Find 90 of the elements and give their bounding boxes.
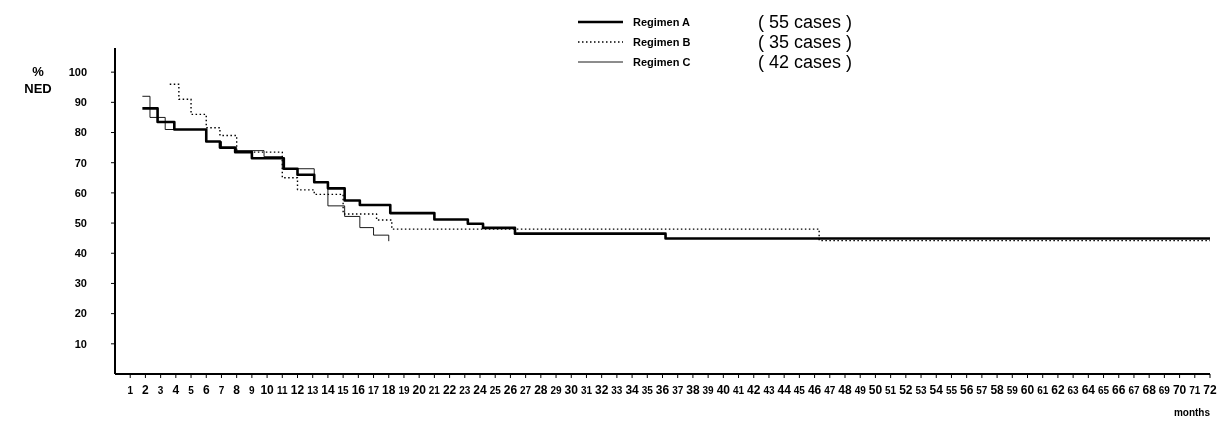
x-tick-label: 29	[550, 384, 563, 396]
x-tick-label: 54	[929, 383, 944, 398]
x-tick-label: 1	[127, 384, 134, 396]
x-tick-label: 65	[1097, 384, 1110, 396]
x-tick-label: 43	[763, 384, 775, 396]
x-tick-label: 26	[503, 383, 518, 398]
x-tick-label: 3	[157, 384, 164, 396]
x-tick-label: 18	[382, 383, 396, 398]
x-tick-label: 64	[1081, 383, 1096, 398]
x-tick-label: 33	[611, 384, 623, 396]
x-tick-label: 11	[277, 384, 289, 396]
y-tick-label: 70	[74, 156, 87, 169]
x-tick-label: 12	[290, 383, 305, 398]
x-tick-label: 44	[777, 383, 792, 398]
x-tick-label: 63	[1067, 384, 1080, 396]
annotation: ( 35 cases )	[758, 32, 853, 53]
x-tick-label: 40	[716, 383, 731, 398]
y-tick-label: 40	[74, 247, 87, 260]
x-tick-label: 7	[218, 384, 225, 396]
x-tick-label: 38	[686, 383, 700, 398]
x-axis-title: months	[1173, 407, 1211, 418]
y-tick-label: 60	[74, 186, 87, 199]
x-tick-label: 22	[442, 383, 457, 398]
x-tick-label: 31	[580, 384, 593, 396]
x-tick-label: 68	[1142, 383, 1157, 398]
x-tick-label: 35	[641, 384, 654, 396]
x-tick-label: 25	[489, 384, 502, 396]
x-tick-label: 9	[249, 384, 256, 396]
text: ( 55 cases )	[758, 12, 853, 33]
x-tick-label: 2	[142, 383, 150, 398]
x-tick-label: 57	[976, 384, 988, 396]
x-tick-label: 21	[428, 384, 441, 396]
x-tick-label: 15	[337, 384, 350, 396]
x-tick-label: 32	[594, 383, 609, 398]
x-tick-label: 46	[807, 383, 822, 398]
x-tick-label: 61	[1037, 384, 1049, 396]
x-tick-label: 16	[351, 383, 366, 398]
x-tick-label: 28	[534, 383, 548, 398]
x-tick-label: 55	[945, 384, 958, 396]
y-tick-label: 100	[68, 66, 87, 78]
x-tick-label: 27	[520, 384, 532, 396]
x-tick-label: 66	[1112, 383, 1126, 398]
x-tick-label: 13	[307, 384, 319, 396]
x-tick-label: 56	[959, 383, 974, 398]
x-tick-label: 52	[899, 383, 913, 398]
x-tick-label: 39	[702, 384, 715, 396]
x-tick-label: 34	[625, 383, 640, 398]
x-tick-label: 41	[732, 384, 745, 396]
x-tick-label: 20	[412, 383, 427, 398]
x-tick-label: 8	[233, 383, 241, 398]
x-tick-label: 67	[1128, 384, 1140, 396]
legend-label: Regimen C	[633, 55, 691, 68]
y-tick-label: 80	[74, 126, 87, 139]
x-tick-label: 58	[990, 383, 1005, 398]
legend-label: Regimen A	[633, 15, 691, 28]
x-tick-label: 30	[564, 383, 579, 398]
y-axis-title: % NED	[24, 64, 52, 96]
x-tick-label: 10	[260, 383, 275, 398]
x-tick-label: 42	[747, 383, 761, 398]
x-tick-label: 53	[915, 384, 928, 396]
legend-label: Regimen B	[633, 35, 691, 48]
y-tick-label: 90	[74, 96, 87, 109]
x-tick-label: 70	[1172, 383, 1187, 398]
x-tick-label: 59	[1006, 384, 1019, 396]
x-tick-label: 47	[824, 384, 836, 396]
x-tick-label: 6	[202, 383, 210, 398]
x-tick-label: 62	[1051, 383, 1065, 398]
x-tick-label: 51	[885, 384, 897, 396]
x-tick-label: 14	[321, 383, 335, 398]
annotation: ( 42 cases )	[758, 52, 853, 73]
x-tick-label: 49	[854, 384, 867, 396]
x-tick-label: 60	[1020, 383, 1035, 398]
x-tick-label: 37	[672, 384, 684, 396]
x-tick-label: 4	[172, 383, 180, 398]
x-tick-label: 72	[1203, 383, 1217, 398]
x-tick-label: 50	[868, 383, 883, 398]
x-tick-label: 36	[655, 383, 670, 398]
x-tick-label: 17	[367, 384, 380, 396]
x-tick-label: 48	[838, 383, 852, 398]
y-tick-label: 20	[74, 307, 87, 320]
x-tick-label: 19	[398, 384, 410, 396]
y-tick-label: 50	[74, 216, 87, 229]
x-tick-label: 71	[1189, 384, 1201, 396]
x-tick-label: 5	[188, 384, 195, 396]
x-tick-label: 24	[473, 383, 487, 398]
y-tick-label: 10	[74, 337, 87, 350]
y-tick-label: 30	[74, 277, 87, 290]
x-tick-label: 45	[793, 384, 806, 396]
x-tick-label: 23	[459, 384, 471, 396]
x-tick-label: 69	[1158, 384, 1171, 396]
